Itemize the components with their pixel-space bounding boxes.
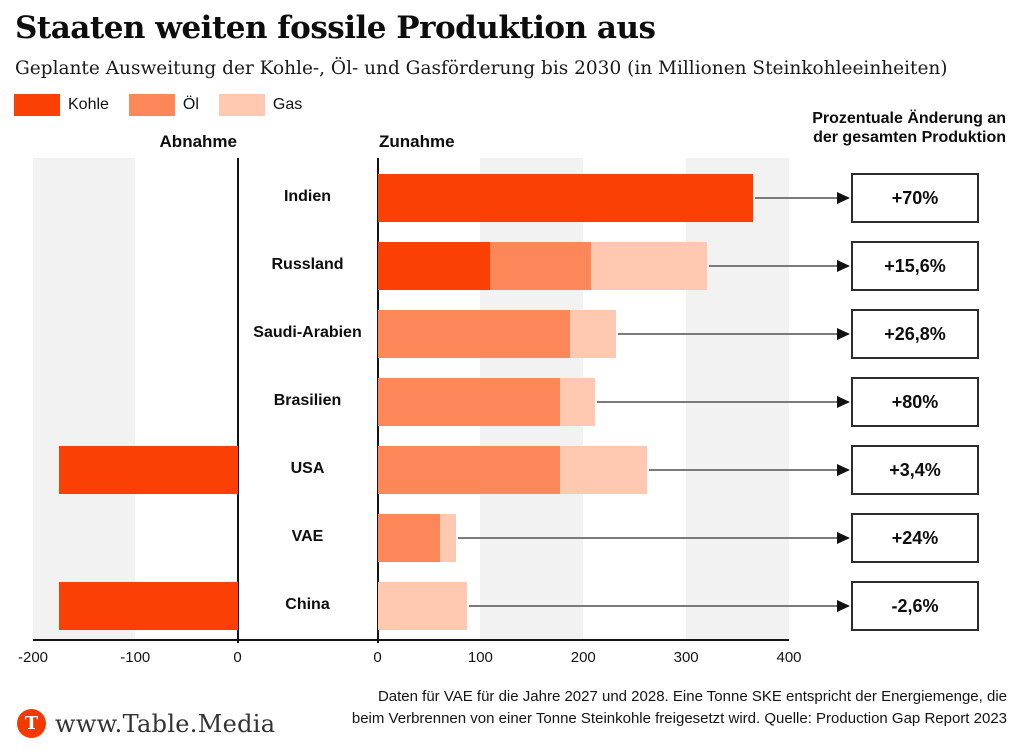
source-footnote-line2: beim Verbrennen von einer Tonne Steinkoh… [351, 710, 1007, 727]
panel-header-zunahme: Zunahme [379, 132, 455, 151]
arrow-head-icon [837, 600, 850, 612]
source-footnote: Daten für VAE für die Jahre 2027 und 202… [352, 686, 1007, 730]
arrow-line [649, 469, 839, 471]
legend-label: Kohle [68, 96, 109, 113]
percent-change-box-indien: +70% [851, 173, 979, 223]
arrow-line [618, 333, 839, 335]
bar-decrease-usa-kohle [58, 446, 238, 494]
subtitle: Geplante Ausweitung der Kohle-, Öl- und … [15, 58, 948, 79]
legend-swatch-gas [218, 94, 265, 116]
bar-increase-vae-gas [440, 514, 456, 562]
percent-column-header-line2: der gesamten Produktion [813, 129, 1006, 146]
brand-footer: T www.Table.Media [17, 709, 275, 738]
arrow-head-icon [837, 464, 850, 476]
bar-increase-indien-kohle [377, 174, 753, 222]
bar-increase-china-gas [377, 582, 467, 630]
country-label-saudi-arabien: Saudi-Arabien [253, 324, 362, 341]
panel-header-abnahme: Abnahme [159, 132, 237, 151]
bottom-axis [33, 639, 789, 641]
bar-increase-brasilien-gas [559, 378, 595, 426]
band-300-400 [686, 158, 789, 640]
country-label-indien: Indien [283, 188, 332, 205]
country-label-brasilien: Brasilien [273, 392, 342, 409]
axis-tick-label: 300 [673, 649, 699, 666]
percent-change-box-vae: +24% [851, 513, 979, 563]
axis-tick-label: 100 [467, 649, 493, 666]
arrow-line [596, 401, 839, 403]
country-label-vae: VAE [291, 528, 324, 545]
bar-increase-saudi-arabien-öl [377, 310, 570, 358]
country-label-china: China [285, 596, 330, 613]
axis-tick-label: 200 [570, 649, 596, 666]
arrow-line [755, 197, 839, 199]
legend-swatch-öl [128, 94, 175, 116]
bar-decrease-china-kohle [58, 582, 238, 630]
legend-label: Öl [182, 96, 199, 113]
axis-tick-label: -100 [120, 649, 151, 666]
arrow-head-icon [837, 532, 850, 544]
arrow-line [708, 265, 839, 267]
percent-column-header-line1: Prozentuale Änderung an [812, 110, 1006, 127]
band-minus200-minus100 [33, 158, 136, 640]
bar-increase-brasilien-öl [377, 378, 560, 426]
axis-tick-label: 0 [233, 649, 242, 666]
bar-increase-russland-kohle [377, 242, 490, 290]
arrow-line [457, 537, 839, 539]
percent-change-box-russland: +15,6% [851, 241, 979, 291]
bar-increase-saudi-arabien-gas [569, 310, 617, 358]
percent-column-header: Prozentuale Änderung an der gesamten Pro… [812, 109, 1006, 147]
arrow-head-icon [837, 192, 850, 204]
axis-tick-label: 0 [373, 649, 382, 666]
bar-increase-russland-öl [489, 242, 592, 290]
arrow-head-icon [837, 396, 850, 408]
country-label-usa: USA [290, 460, 325, 477]
legend-swatch-kohle [14, 94, 60, 116]
axis-tick-label: 400 [776, 649, 802, 666]
arrow-head-icon [837, 328, 850, 340]
table-media-logo-icon: T [17, 709, 46, 738]
bar-increase-russland-gas [591, 242, 707, 290]
percent-change-box-china: -2,6% [851, 581, 979, 631]
percent-change-box-usa: +3,4% [851, 445, 979, 495]
arrow-head-icon [837, 260, 850, 272]
page-title: Staaten weiten fossile Produktion aus [15, 10, 656, 46]
legend-label: Gas [272, 96, 303, 113]
axis-tick-label: -200 [17, 649, 49, 666]
bar-increase-usa-öl [377, 446, 560, 494]
legend: Kohle Öl Gas [14, 94, 322, 116]
brand-url: www.Table.Media [55, 709, 276, 738]
bar-increase-vae-öl [377, 514, 441, 562]
left-panel-zero-axis [236, 158, 239, 643]
source-footnote-line1: Daten für VAE für die Jahre 2027 und 202… [377, 688, 1007, 705]
bar-increase-usa-gas [559, 446, 648, 494]
percent-change-box-brasilien: +80% [851, 377, 979, 427]
country-label-russland: Russland [271, 256, 344, 273]
arrow-line [469, 605, 839, 607]
percent-change-box-saudi-arabien: +26,8% [851, 309, 979, 359]
